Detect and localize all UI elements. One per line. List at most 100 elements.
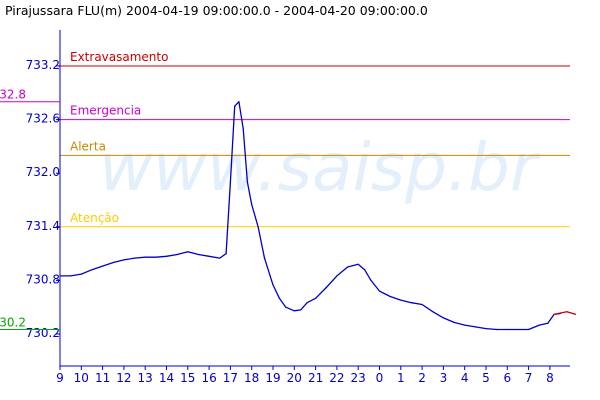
data-point <box>306 302 308 304</box>
y-tick-label: 730.2 <box>26 326 60 340</box>
y-tick-label: 732.0 <box>26 165 60 179</box>
min-marker-label: 730.2 <box>0 316 26 330</box>
x-tick-label: 17 <box>223 371 238 385</box>
x-tick-label: 9 <box>56 371 64 385</box>
data-point <box>165 255 168 257</box>
data-point <box>187 251 189 253</box>
data-point <box>176 253 178 256</box>
x-tick-label: 5 <box>482 371 490 385</box>
data-point <box>278 297 280 299</box>
x-tick-label: 14 <box>159 371 174 385</box>
data-point <box>80 273 82 275</box>
x-tick-label: 21 <box>308 371 323 385</box>
threshold-label-2: Alerta <box>70 139 106 153</box>
x-tick-label: 11 <box>95 371 110 385</box>
x-tick-label: 19 <box>265 371 280 385</box>
data-point <box>263 257 266 259</box>
data-point <box>293 310 295 312</box>
x-tick-label: 13 <box>138 371 153 385</box>
data-point <box>133 257 136 259</box>
x-tick-label: 20 <box>287 371 302 385</box>
data-point <box>102 265 104 267</box>
data-point <box>474 326 476 328</box>
data-point <box>574 313 577 315</box>
data-point <box>553 313 555 315</box>
data-point <box>336 275 338 277</box>
x-tick-label: 18 <box>244 371 259 385</box>
y-tick-label: 732.6 <box>26 112 60 126</box>
threshold-label-1: Emergencia <box>70 104 141 118</box>
data-point <box>272 284 274 286</box>
x-tick-label: 7 <box>525 371 533 385</box>
data-point <box>346 266 349 268</box>
data-point <box>453 321 455 323</box>
data-point <box>70 275 72 277</box>
data-point <box>59 275 61 277</box>
data-point <box>517 328 519 331</box>
x-tick-label: 0 <box>376 371 384 385</box>
data-point <box>251 203 253 206</box>
data-point <box>91 269 93 271</box>
x-tick-label: 22 <box>329 371 344 385</box>
data-point <box>421 303 423 306</box>
data-point <box>234 105 236 107</box>
threshold-lines: Extravasamento Emergencia Alerta Atenção <box>60 50 570 228</box>
data-point <box>315 297 317 299</box>
data-point <box>257 226 259 228</box>
x-tick-label: 10 <box>74 371 89 385</box>
data-point <box>389 295 391 298</box>
watermark: www.saisp.br <box>99 129 541 206</box>
data-point <box>566 311 568 313</box>
data-point <box>378 290 381 292</box>
data-point <box>144 256 146 258</box>
data-point <box>506 328 508 331</box>
data-point <box>442 317 444 319</box>
x-tick-label: 12 <box>116 371 131 385</box>
data-point <box>432 311 434 313</box>
y-tick-label: 731.4 <box>26 219 60 233</box>
data-point <box>370 279 372 281</box>
data-point <box>300 309 302 311</box>
series-lines <box>59 101 577 331</box>
x-tick-label: 23 <box>351 371 366 385</box>
x-tick-label: 4 <box>461 371 469 385</box>
threshold-label-0: Extravasamento <box>70 50 168 64</box>
series-line-1 <box>554 311 576 315</box>
data-point <box>357 263 359 265</box>
data-point <box>208 255 210 257</box>
data-point <box>464 324 466 326</box>
data-point <box>285 306 287 308</box>
data-point <box>225 253 227 255</box>
x-tick-label: 6 <box>503 371 511 385</box>
data-point <box>325 286 327 289</box>
data-point <box>238 101 240 103</box>
x-tick-label: 16 <box>201 371 216 385</box>
data-point <box>410 302 413 304</box>
x-tick-label: 1 <box>397 371 405 385</box>
x-tick-label: 3 <box>440 371 448 385</box>
threshold-label-3: Atenção <box>70 211 119 225</box>
data-point <box>242 127 244 130</box>
chart-title: Pirajussara FLU(m) 2004-04-19 09:00:00.0… <box>5 3 428 18</box>
x-tick-label: 8 <box>546 371 554 385</box>
data-point <box>496 328 498 331</box>
x-tick-label: 15 <box>180 371 195 385</box>
y-tick-label: 730.8 <box>26 272 60 286</box>
axes: 733.2 732.6 732.0 731.4 730.8 730.2 732.8 730.2… <box>0 30 570 385</box>
data-point <box>400 299 402 301</box>
data-point <box>363 269 366 271</box>
data-point <box>528 328 530 331</box>
y-tick-label: 733.2 <box>26 58 60 72</box>
data-point <box>155 256 157 258</box>
data-point <box>197 253 200 256</box>
data-point <box>112 261 114 264</box>
data-point <box>547 322 549 324</box>
data-point <box>123 259 125 261</box>
data-point <box>485 328 487 330</box>
data-point <box>229 181 231 183</box>
data-point <box>538 324 540 326</box>
max-marker-label: 732.8 <box>0 88 26 102</box>
x-tick-label: 2 <box>418 371 426 385</box>
data-point <box>219 257 221 259</box>
